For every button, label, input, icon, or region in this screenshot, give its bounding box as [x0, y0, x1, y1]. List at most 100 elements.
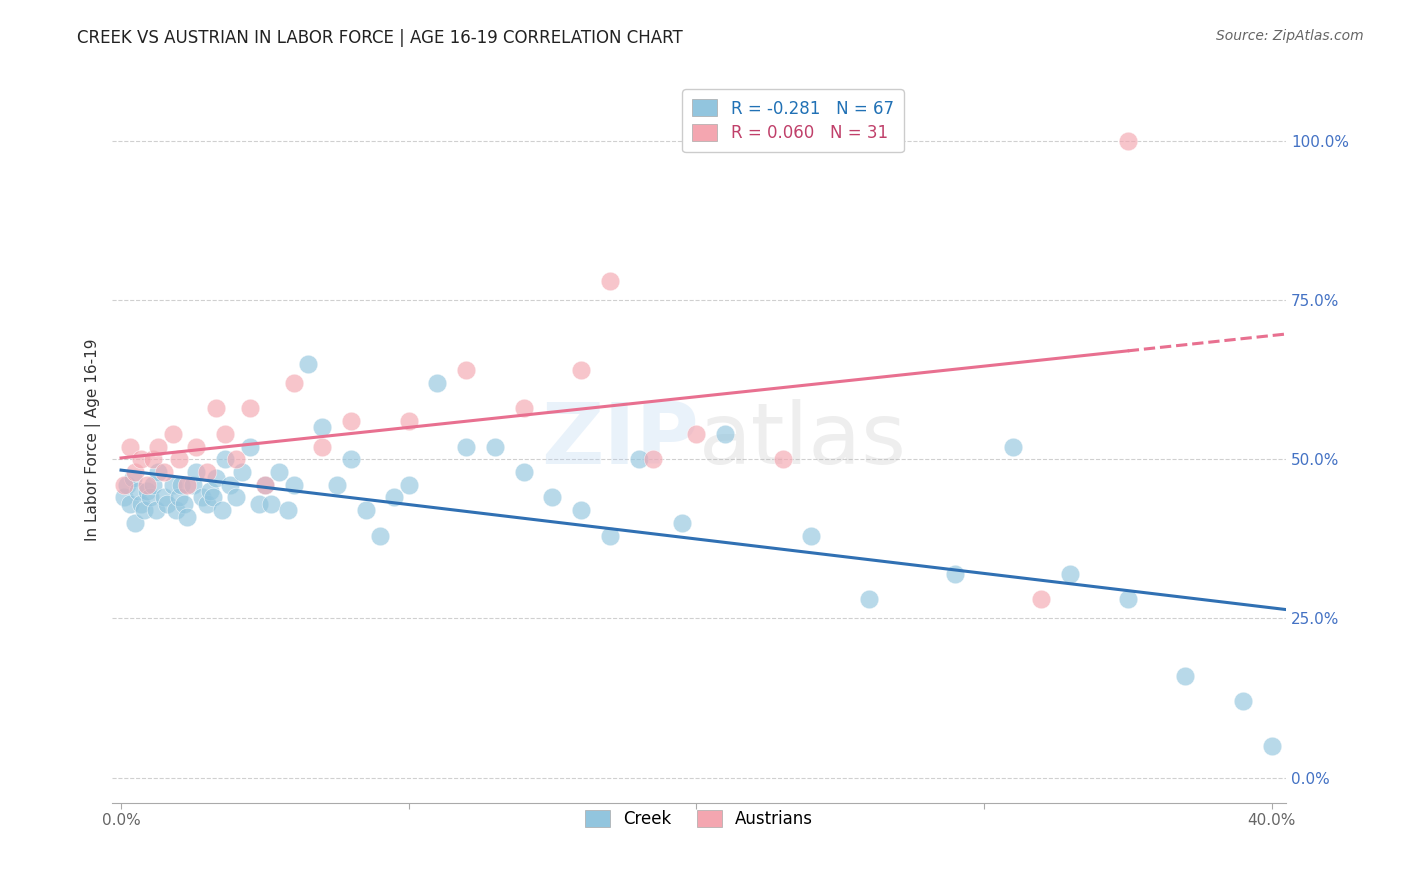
Point [398, 414, 420, 428]
Point [142, 477, 165, 491]
Point [127, 484, 149, 499]
Point [219, 477, 242, 491]
Point [297, 357, 319, 371]
Point [512, 465, 534, 479]
Point [145, 503, 167, 517]
Point [136, 484, 159, 499]
Point [156, 497, 179, 511]
Point [176, 477, 198, 491]
Point [643, 452, 665, 467]
Point [484, 440, 506, 454]
Point [202, 491, 225, 505]
Point [121, 471, 143, 485]
Point [599, 529, 621, 543]
Point [627, 452, 650, 467]
Point [569, 503, 592, 517]
Point [569, 363, 592, 377]
Point [1001, 440, 1024, 454]
Point [231, 465, 253, 479]
Point [541, 491, 564, 505]
Point [214, 426, 236, 441]
Point [136, 477, 159, 491]
Point [170, 477, 193, 491]
Point [148, 465, 170, 479]
Point [239, 440, 262, 454]
Point [1260, 739, 1282, 753]
Point [398, 477, 420, 491]
Point [340, 452, 363, 467]
Point [382, 491, 405, 505]
Point [139, 491, 162, 505]
Point [858, 592, 880, 607]
Point [184, 465, 207, 479]
Point [225, 452, 247, 467]
Point [184, 440, 207, 454]
Point [142, 452, 165, 467]
Point [181, 477, 204, 491]
Point [211, 503, 233, 517]
Point [253, 477, 276, 491]
Point [512, 401, 534, 416]
Point [269, 465, 291, 479]
Point [1031, 592, 1053, 607]
Point [1116, 134, 1139, 148]
Point [167, 491, 190, 505]
Point [129, 452, 152, 467]
Point [368, 529, 391, 543]
Point [195, 497, 218, 511]
Point [167, 452, 190, 467]
Point [311, 420, 333, 434]
Point [311, 440, 333, 454]
Point [599, 274, 621, 288]
Text: CREEK VS AUSTRIAN IN LABOR FORCE | AGE 16-19 CORRELATION CHART: CREEK VS AUSTRIAN IN LABOR FORCE | AGE 1… [77, 29, 683, 46]
Point [247, 497, 270, 511]
Point [132, 503, 155, 517]
Point [259, 497, 281, 511]
Point [162, 477, 184, 491]
Y-axis label: In Labor Force | Age 16-19: In Labor Force | Age 16-19 [86, 339, 101, 541]
Point [153, 465, 176, 479]
Point [112, 491, 135, 505]
Point [153, 491, 176, 505]
Point [205, 471, 228, 485]
Text: ZIP: ZIP [541, 399, 699, 482]
Point [943, 566, 966, 581]
Point [200, 484, 222, 499]
Point [205, 401, 228, 416]
Point [772, 452, 794, 467]
Point [671, 516, 693, 530]
Point [176, 509, 198, 524]
Point [1116, 592, 1139, 607]
Point [214, 452, 236, 467]
Point [277, 503, 299, 517]
Text: atlas: atlas [699, 399, 907, 482]
Point [253, 477, 276, 491]
Point [165, 503, 187, 517]
Point [190, 491, 212, 505]
Point [148, 440, 170, 454]
Point [456, 440, 478, 454]
Point [112, 477, 135, 491]
Point [1232, 694, 1254, 708]
Point [426, 376, 449, 390]
Point [173, 497, 195, 511]
Point [354, 503, 377, 517]
Point [129, 497, 152, 511]
Point [1174, 668, 1197, 682]
Point [195, 465, 218, 479]
Point [118, 440, 141, 454]
Point [283, 376, 305, 390]
Point [124, 516, 146, 530]
Text: Source: ZipAtlas.com: Source: ZipAtlas.com [1216, 29, 1364, 43]
Point [800, 529, 823, 543]
Point [283, 477, 305, 491]
Point [225, 491, 247, 505]
Point [239, 401, 262, 416]
Point [124, 465, 146, 479]
Legend: Creek, Austrians: Creek, Austrians [578, 803, 820, 835]
Point [714, 426, 737, 441]
Point [340, 414, 363, 428]
Point [456, 363, 478, 377]
Point [115, 477, 138, 491]
Point [118, 497, 141, 511]
